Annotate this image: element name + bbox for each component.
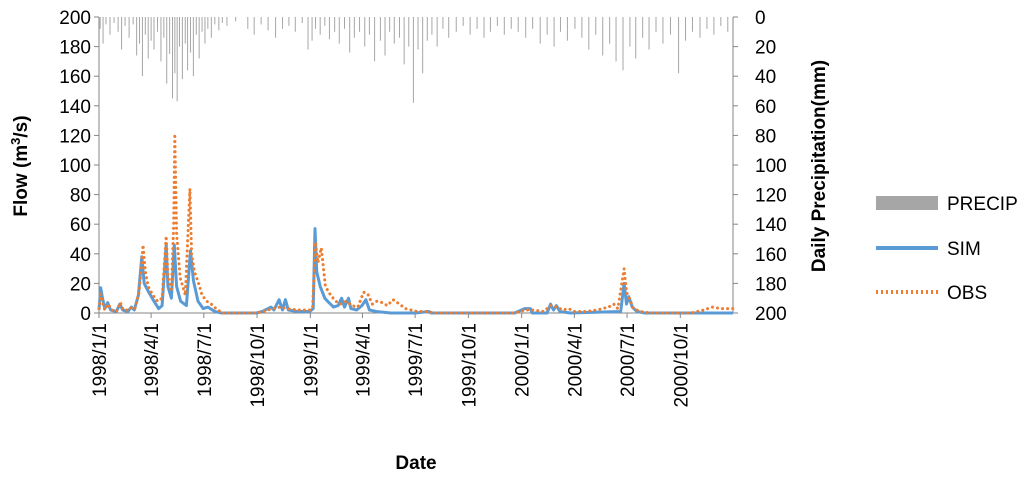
y2-tick-label-0: 0	[755, 8, 766, 29]
y-tick-label-4: 80	[70, 186, 91, 207]
y-tick-label-1: 20	[70, 274, 91, 295]
y-tick-label-9: 180	[59, 38, 91, 59]
x-tick-label-8: 2000/1/1	[513, 323, 534, 397]
y-tick-label-3: 60	[70, 215, 91, 236]
x-tick-label-4: 1999/1/1	[301, 323, 322, 397]
y-tick-label-7: 140	[59, 97, 91, 118]
legend-label-obs: OBS	[947, 283, 987, 304]
x-tick-label-0: 1998/1/1	[90, 323, 111, 397]
y-axis-title: Flow (m3/s)	[8, 115, 32, 216]
axes-group	[94, 16, 738, 318]
y2-tick-label-10: 200	[755, 304, 787, 325]
legend-label-precip: PRECIP	[947, 194, 1018, 215]
y2-tick-label-2: 40	[755, 67, 776, 88]
legend-label-sim: SIM	[947, 239, 981, 260]
y-tick-label-10: 200	[59, 8, 91, 29]
x-tick-label-7: 1999/10/1	[459, 323, 480, 408]
x-tick-label-10: 2000/7/1	[618, 323, 639, 397]
x-tick-label-5: 1999/4/1	[353, 323, 374, 397]
x-tick-label-6: 1999/7/1	[406, 323, 427, 397]
y2-tick-label-7: 140	[755, 215, 787, 236]
legend: PRECIP SIM OBS	[876, 194, 1018, 304]
y2-tick-label-8: 160	[755, 245, 787, 266]
tick-labels-group: 0 20 40 60 80 100 120 140 160 180 200 0 20 40 60 80 100 1…	[59, 8, 786, 408]
y-axis-title-superscript: 3	[8, 138, 23, 145]
x-tick-label-1: 1998/4/1	[142, 323, 163, 397]
series-obs-line	[97, 132, 735, 315]
y-tick-label-0: 0	[80, 304, 91, 325]
x-tick-label-9: 2000/4/1	[565, 323, 586, 397]
y2-tick-label-1: 20	[755, 38, 776, 59]
x-tick-label-11: 2000/10/1	[671, 323, 692, 408]
y-tick-label-6: 120	[59, 126, 91, 147]
y-axis-title-suffix: /s)	[11, 115, 32, 137]
y-tick-label-8: 160	[59, 67, 91, 88]
y-axis-title-prefix: Flow (m	[11, 145, 32, 217]
precip-series	[99, 17, 729, 103]
x-axis-title: Date	[395, 453, 436, 474]
x-tick-label-2: 1998/7/1	[195, 323, 216, 397]
y2-tick-label-3: 60	[755, 97, 776, 118]
y-tick-label-5: 100	[59, 156, 91, 177]
y2-tick-label-5: 100	[755, 156, 787, 177]
legend-swatch-precip	[876, 196, 938, 210]
y2-tick-label-9: 180	[755, 274, 787, 295]
series-sim-line	[97, 227, 733, 315]
flow-series-group	[97, 132, 735, 315]
x-tick-label-3: 1998/10/1	[248, 323, 269, 408]
y2-tick-label-6: 120	[755, 186, 787, 207]
y-tick-label-2: 40	[70, 245, 91, 266]
y2-tick-label-4: 80	[755, 126, 776, 147]
y2-axis-title: Daily Precipitation(mm)	[809, 60, 830, 272]
